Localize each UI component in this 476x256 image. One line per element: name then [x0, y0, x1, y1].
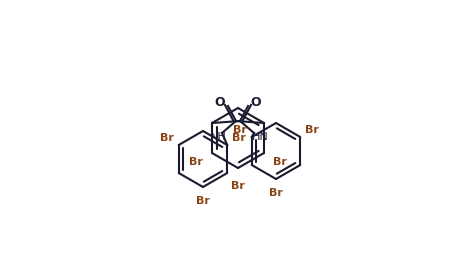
Text: Br: Br: [189, 157, 203, 167]
Text: Br: Br: [196, 196, 210, 206]
Text: Br: Br: [159, 133, 174, 143]
Text: HN: HN: [252, 132, 268, 142]
Text: Br: Br: [233, 125, 247, 135]
Text: Br: Br: [232, 133, 246, 143]
Text: O: O: [251, 95, 261, 109]
Text: Br: Br: [231, 181, 245, 191]
Text: Br: Br: [269, 188, 283, 198]
Text: Br: Br: [306, 125, 319, 135]
Text: O: O: [215, 95, 225, 109]
Text: NH: NH: [209, 132, 227, 142]
Text: Br: Br: [273, 157, 287, 167]
